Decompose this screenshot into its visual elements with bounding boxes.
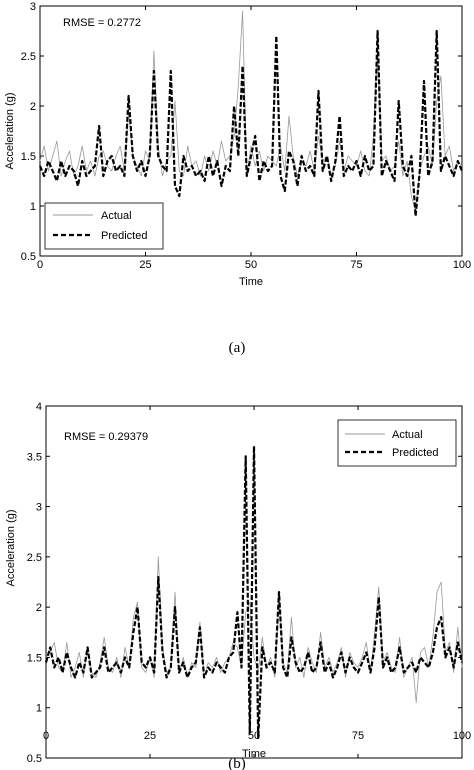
chart-a-y-tick-label: 3 <box>30 1 36 13</box>
chart-b-y-tick-label: 1.5 <box>27 652 42 664</box>
chart-a: 0.5 1 1.5 2 2.5 3 0 25 50 75 100 RMSE = 0.2772 Ac… <box>4 1 471 356</box>
chart-a-x-tick-label: 100 <box>453 259 471 271</box>
chart-b-y-tick-label: 2.5 <box>27 552 42 564</box>
chart-b-y-tick-label: 4 <box>36 401 42 413</box>
chart-b-y-tick-label: 0.5 <box>27 753 42 765</box>
chart-a-series <box>38 10 464 218</box>
chart-a-legend-box <box>44 202 164 250</box>
chart-a-x-axis-label: Time <box>239 276 263 288</box>
chart-b-y-ticks: 0.5 1 1.5 2 2.5 3 3.5 4 <box>27 401 462 765</box>
chart-a-y-ticks: 0.5 1 1.5 2 2.5 3 <box>21 1 462 263</box>
chart-a-legend-actual-label: Actual <box>101 210 132 222</box>
chart-b-series-predicted-line <box>44 445 464 740</box>
chart-a-y-tick-label: 2 <box>30 101 36 113</box>
chart-b-x-axis-label: Time <box>242 748 266 760</box>
chart-b-x-tick-label: 75 <box>352 730 364 742</box>
chart-b-legend-actual-label: Actual <box>392 429 423 441</box>
chart-b-series <box>44 445 464 740</box>
chart-b-x-tick-label: 50 <box>248 730 260 742</box>
chart-b-y-tick-label: 3 <box>36 502 42 514</box>
chart-a-y-tick-label: 1.5 <box>21 151 36 163</box>
chart-a-x-tick-label: 75 <box>350 259 362 271</box>
chart-b-panel-caption: (b) <box>228 756 246 770</box>
chart-b-legend-box <box>337 419 457 467</box>
chart-a-y-tick-label: 0.5 <box>21 251 36 263</box>
chart-a-legend: Actual Predicted <box>44 202 164 250</box>
chart-a-rmse-annotation: RMSE = 0.2772 <box>63 17 141 29</box>
chart-b-y-tick-label: 2 <box>36 602 42 614</box>
chart-a-legend-predicted-label: Predicted <box>101 230 147 242</box>
chart-b-rmse-annotation: RMSE = 0.29379 <box>64 431 148 443</box>
chart-a-series-actual-line <box>39 10 463 212</box>
chart-b-x-tick-label: 100 <box>453 730 471 742</box>
chart-a-y-axis-label: Acceleration (g) <box>4 92 16 169</box>
chart-b-x-tick-label: 25 <box>144 730 156 742</box>
chart-b-legend: Actual Predicted <box>337 419 457 467</box>
chart-b-legend-predicted-label: Predicted <box>392 447 438 459</box>
chart-a-y-tick-label: 2.5 <box>21 51 36 63</box>
chart-b-x-tick-label: 0 <box>43 730 49 742</box>
chart-a-x-ticks: 0 25 50 75 100 <box>37 6 471 271</box>
chart-a-series-predicted-line <box>38 29 464 218</box>
chart-b: 0.5 1 1.5 2 2.5 3 3.5 4 0 25 50 75 100 RMSE = 0.293… <box>5 401 471 770</box>
chart-a-x-tick-label: 50 <box>245 259 257 271</box>
chart-b-y-axis-label: Acceleration (g) <box>5 509 17 586</box>
chart-b-y-tick-label: 1 <box>36 703 42 715</box>
chart-a-y-tick-label: 1 <box>30 201 36 213</box>
chart-a-panel-caption: (a) <box>229 340 246 356</box>
chart-a-x-tick-label: 25 <box>139 259 151 271</box>
chart-a-x-tick-label: 0 <box>37 259 43 271</box>
chart-b-y-tick-label: 3.5 <box>27 451 42 463</box>
chart-b-x-ticks: 0 25 50 75 100 <box>43 406 471 758</box>
